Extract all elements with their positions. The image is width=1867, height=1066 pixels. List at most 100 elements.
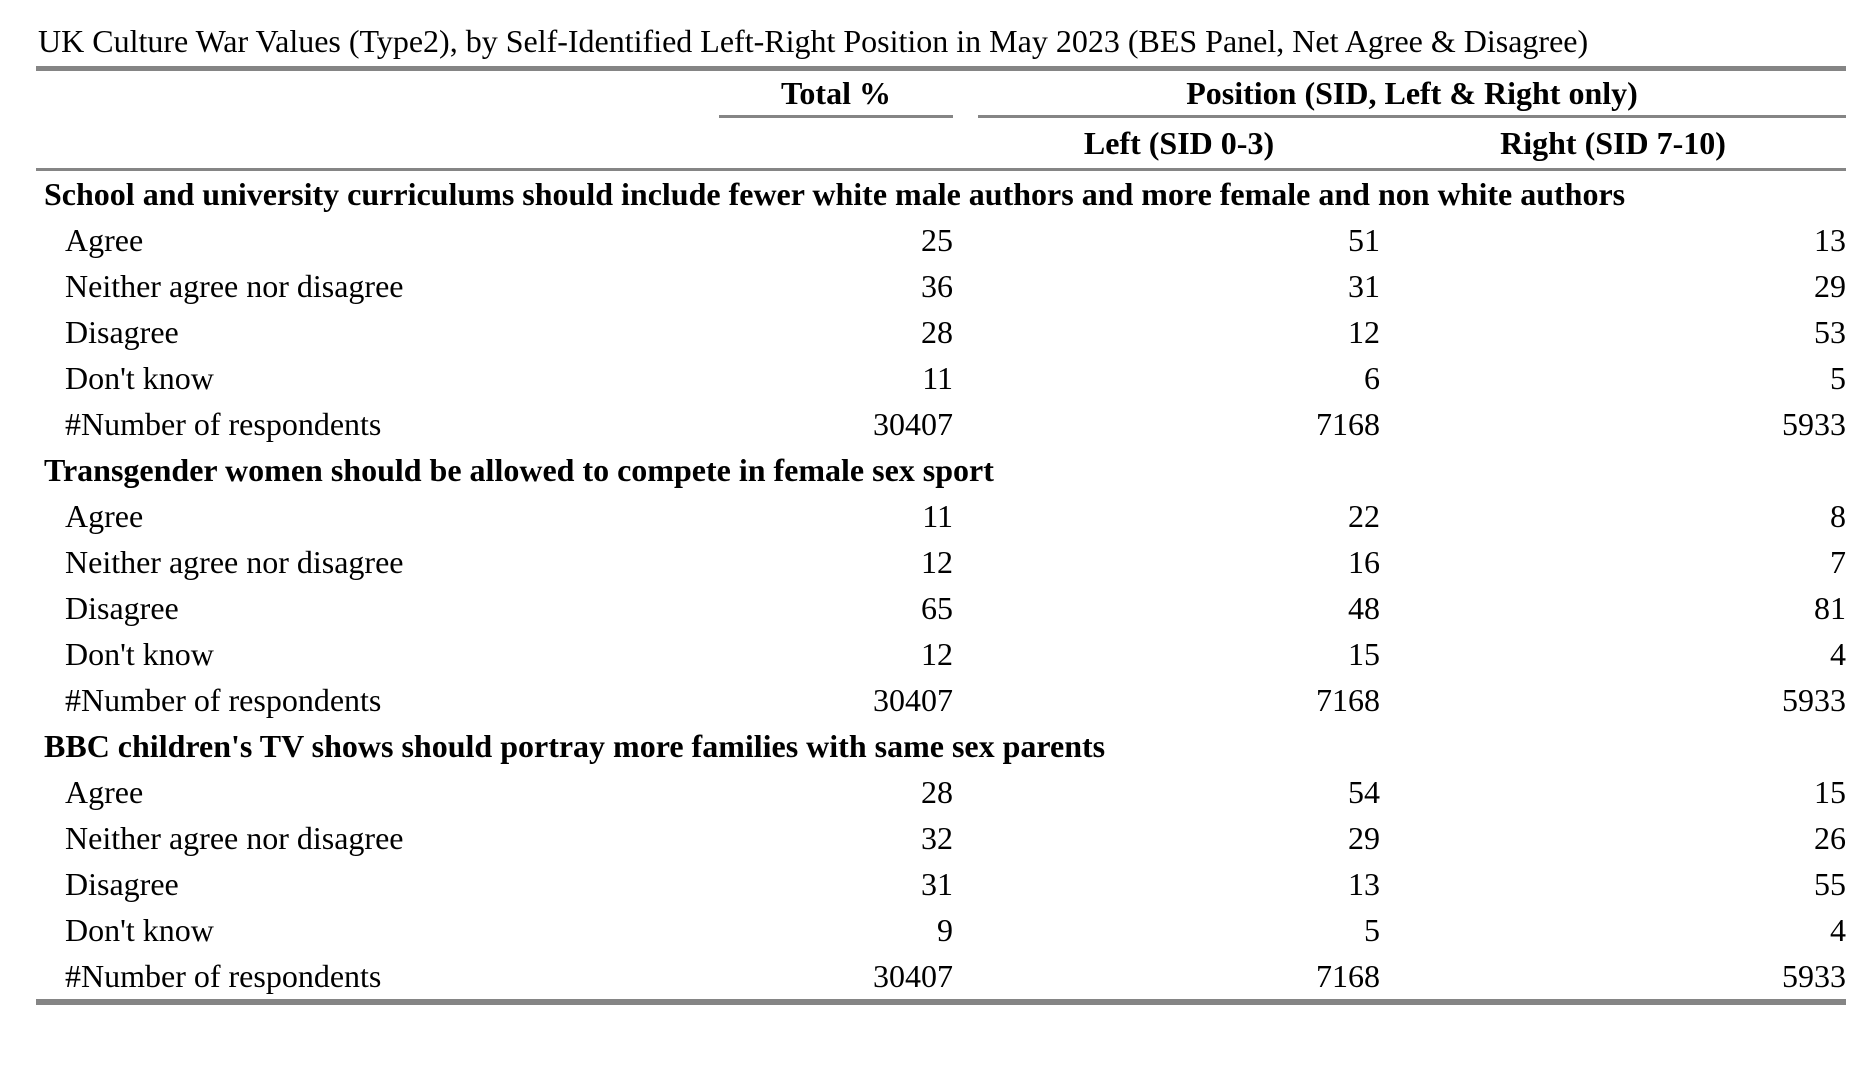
left-value: 48	[1348, 589, 1380, 626]
gap-cell	[953, 539, 978, 585]
header-gap-cell	[953, 116, 978, 171]
section-heading: School and university curriculums should…	[44, 175, 1626, 212]
right-value: 15	[1814, 773, 1846, 810]
header-gap-cell	[953, 66, 978, 117]
column-header-right: Right (SID 7-10)	[1380, 116, 1846, 171]
left-value: 5	[1364, 911, 1380, 948]
row-label: Don't know	[65, 635, 214, 672]
row-label: Don't know	[65, 359, 214, 396]
right-value: 81	[1814, 589, 1846, 626]
gap-cell	[953, 907, 978, 953]
left-value: 15	[1348, 635, 1380, 672]
table-body: School and university curriculums should…	[36, 170, 1846, 1005]
gap-cell	[953, 861, 978, 907]
data-row: #Number of respondents 30407 7168 5933	[36, 677, 1846, 723]
gap-cell	[953, 769, 978, 815]
total-value: 30407	[873, 681, 953, 718]
right-value: 5933	[1782, 681, 1846, 718]
data-row: Neither agree nor disagree 12 16 7	[36, 539, 1846, 585]
gap-cell	[953, 355, 978, 401]
column-header-left: Left (SID 0-3)	[978, 116, 1380, 171]
left-value: 16	[1348, 543, 1380, 580]
row-label: Agree	[65, 773, 144, 810]
data-row: #Number of respondents 30407 7168 5933	[36, 401, 1846, 447]
column-header-total: Total %	[719, 66, 953, 118]
total-value: 11	[922, 359, 953, 396]
gap-cell	[953, 953, 978, 1005]
data-row: #Number of respondents 30407 7168 5933	[36, 953, 1846, 1005]
data-row: Agree 28 54 15	[36, 769, 1846, 815]
data-row: Agree 25 51 13	[36, 217, 1846, 263]
data-table: Total % Position (SID, Left & Right only…	[36, 66, 1846, 1005]
data-row: Don't know 12 15 4	[36, 631, 1846, 677]
gap-cell	[953, 309, 978, 355]
gap-cell	[953, 631, 978, 677]
total-value: 28	[921, 773, 953, 810]
column-header-position-group: Position (SID, Left & Right only)	[978, 66, 1846, 118]
right-value: 5933	[1782, 405, 1846, 442]
data-row: Agree 11 22 8	[36, 493, 1846, 539]
total-value: 11	[922, 497, 953, 534]
gap-cell	[953, 677, 978, 723]
row-label: Neither agree nor disagree	[65, 267, 404, 304]
total-value: 32	[921, 819, 953, 856]
total-value: 28	[921, 313, 953, 350]
left-value: 22	[1348, 497, 1380, 534]
left-value: 31	[1348, 267, 1380, 304]
total-value: 36	[921, 267, 953, 304]
row-label: Agree	[65, 221, 144, 258]
section-row: School and university curriculums should…	[36, 170, 1846, 218]
total-value: 12	[921, 635, 953, 672]
data-row: Neither agree nor disagree 32 29 26	[36, 815, 1846, 861]
row-label: #Number of respondents	[65, 681, 382, 718]
header-empty-cell	[36, 66, 719, 117]
gap-cell	[953, 217, 978, 263]
page: UK Culture War Values (Type2), by Self-I…	[0, 22, 1867, 1005]
section-row: BBC children's TV shows should portray m…	[36, 723, 1846, 769]
right-value: 53	[1814, 313, 1846, 350]
left-value: 29	[1348, 819, 1380, 856]
gap-cell	[953, 401, 978, 447]
row-label: Disagree	[65, 589, 179, 626]
row-label: Neither agree nor disagree	[65, 819, 404, 856]
right-value: 13	[1814, 221, 1846, 258]
gap-cell	[953, 815, 978, 861]
row-label: #Number of respondents	[65, 405, 382, 442]
data-row: Don't know 11 6 5	[36, 355, 1846, 401]
total-value: 9	[937, 911, 953, 948]
data-row: Disagree 28 12 53	[36, 309, 1846, 355]
section-heading: Transgender women should be allowed to c…	[44, 451, 994, 488]
section-row: Transgender women should be allowed to c…	[36, 447, 1846, 493]
header-empty-cell	[36, 116, 719, 171]
right-value: 55	[1814, 865, 1846, 902]
row-label: #Number of respondents	[36, 953, 719, 1005]
data-row: Disagree 31 13 55	[36, 861, 1846, 907]
total-value: 30407	[873, 405, 953, 442]
total-value: 12	[921, 543, 953, 580]
total-value: 65	[921, 589, 953, 626]
row-label: Don't know	[65, 911, 214, 948]
data-row: Neither agree nor disagree 36 31 29	[36, 263, 1846, 309]
left-value: 12	[1348, 313, 1380, 350]
table-header: Total % Position (SID, Left & Right only…	[36, 66, 1846, 171]
right-value: 8	[1830, 497, 1846, 534]
section-heading: BBC children's TV shows should portray m…	[44, 727, 1106, 764]
header-empty-cell	[719, 116, 953, 171]
left-value: 7168	[1316, 681, 1380, 718]
left-value: 7168	[978, 953, 1380, 1005]
row-label: Neither agree nor disagree	[65, 543, 404, 580]
left-value: 54	[1348, 773, 1380, 810]
right-value: 4	[1830, 635, 1846, 672]
total-value: 31	[921, 865, 953, 902]
left-value: 51	[1348, 221, 1380, 258]
header-row-groups: Total % Position (SID, Left & Right only…	[36, 66, 1846, 118]
header-row-subcolumns: Left (SID 0-3) Right (SID 7-10)	[36, 116, 1846, 171]
right-value: 5933	[1380, 953, 1846, 1005]
data-row: Don't know 9 5 4	[36, 907, 1846, 953]
row-label: Disagree	[65, 313, 179, 350]
left-value: 13	[1348, 865, 1380, 902]
left-value: 7168	[1316, 405, 1380, 442]
left-value: 6	[1364, 359, 1380, 396]
right-value: 29	[1814, 267, 1846, 304]
table-title: UK Culture War Values (Type2), by Self-I…	[38, 23, 1589, 59]
